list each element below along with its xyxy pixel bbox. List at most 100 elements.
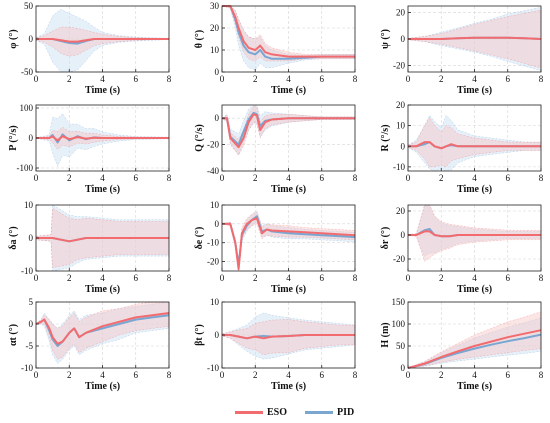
y-tick-label: 0 <box>29 34 34 44</box>
legend-line-eso <box>235 410 263 414</box>
subplot-10: 0 2 4 6 8 -10 -5 0 5 Time (s) αt (°) <box>8 297 172 392</box>
y-tick-label: 0 <box>215 219 220 229</box>
x-tick-label: 6 <box>506 273 511 283</box>
x-tick-label: 2 <box>439 370 444 380</box>
x-tick-label: 8 <box>353 74 358 84</box>
x-tick-label: 0 <box>406 370 411 380</box>
y-tick-label: 0 <box>401 230 406 240</box>
y-tick-label: -50 <box>21 67 33 77</box>
y-tick-label: 0 <box>215 113 220 123</box>
y-tick-label: 30 <box>210 1 220 11</box>
y-tick-label: 10 <box>210 297 220 307</box>
x-tick-label: 8 <box>539 173 544 183</box>
x-axis-label: Time (s) <box>85 184 120 195</box>
y-tick-label: 10 <box>210 200 220 210</box>
y-tick-label: 20 <box>396 206 406 216</box>
legend-line-pid <box>305 410 333 414</box>
x-tick-label: 8 <box>167 74 172 84</box>
x-tick-label: 2 <box>67 173 72 183</box>
x-tick-label: 6 <box>506 370 511 380</box>
x-axis-label: Time (s) <box>85 381 120 392</box>
x-tick-label: 2 <box>439 173 444 183</box>
x-tick-label: 0 <box>34 74 39 84</box>
y-axis-label: δa (°) <box>8 226 19 249</box>
legend-label-eso: ESO <box>267 406 288 418</box>
x-tick-label: 0 <box>406 173 411 183</box>
y-axis-label: δe (°) <box>194 227 205 250</box>
x-tick-label: 4 <box>100 74 105 84</box>
subplot-12: 0 2 4 6 8 0 50 100 150 Time (s) H (m) <box>380 297 544 392</box>
y-tick-label: -10 <box>21 266 33 276</box>
x-tick-label: 0 <box>220 173 225 183</box>
y-tick-label: 0 <box>401 141 406 151</box>
series-line-eso <box>222 334 355 340</box>
y-tick-label: 0 <box>215 67 220 77</box>
series-line-eso <box>36 38 169 43</box>
x-tick-label: 4 <box>472 273 477 283</box>
band-eso <box>407 311 542 369</box>
y-tick-label: 20 <box>396 8 406 18</box>
y-tick-label: -40 <box>207 166 219 176</box>
x-tick-label: 8 <box>353 273 358 283</box>
x-tick-label: 6 <box>134 370 139 380</box>
x-axis-label: Time (s) <box>271 284 306 295</box>
x-tick-label: 8 <box>539 370 544 380</box>
series-line-eso <box>36 135 169 142</box>
x-tick-label: 6 <box>506 74 511 84</box>
x-tick-label: 0 <box>220 370 225 380</box>
x-tick-label: 2 <box>67 370 72 380</box>
x-tick-label: 6 <box>134 173 139 183</box>
x-tick-label: 4 <box>286 74 291 84</box>
band-eso <box>407 204 542 262</box>
legend-item-eso: ESO <box>235 404 287 420</box>
x-tick-label: 4 <box>286 173 291 183</box>
y-axis-label: θ (°) <box>194 30 205 48</box>
y-axis-label: φ (°) <box>8 29 19 48</box>
subplot-5: 0 2 4 6 8 -40 -20 0 Time (s) Q (°/s) <box>194 104 358 195</box>
x-tick-label: 8 <box>353 370 358 380</box>
y-tick-label: 10 <box>210 45 220 55</box>
series-line-eso <box>222 5 355 58</box>
series-line-eso <box>407 329 542 369</box>
x-axis-label: Time (s) <box>457 85 492 96</box>
y-axis-label: δr (°) <box>380 227 391 250</box>
y-axis-label: P (°/s) <box>8 125 19 150</box>
x-axis-label: Time (s) <box>457 184 492 195</box>
x-tick-label: 2 <box>67 74 72 84</box>
x-tick-label: 0 <box>34 173 39 183</box>
subplot-8: 0 2 4 6 8 -20 -10 0 10 Time (s) δe (°) <box>194 200 358 295</box>
x-tick-label: 4 <box>286 273 291 283</box>
x-axis-label: Time (s) <box>85 85 120 96</box>
y-axis-label: Q (°/s) <box>194 124 205 152</box>
x-tick-label: 8 <box>353 173 358 183</box>
y-tick-label: -20 <box>207 140 219 150</box>
x-tick-label: 4 <box>100 273 105 283</box>
x-tick-label: 6 <box>134 273 139 283</box>
y-tick-label: -10 <box>393 162 405 172</box>
x-tick-label: 4 <box>100 173 105 183</box>
y-tick-label: -10 <box>21 363 33 373</box>
y-tick-label: 100 <box>20 103 34 113</box>
series-line-eso <box>36 237 169 243</box>
subplot-2: 0 2 4 6 8 0 10 20 30 Time (s) θ (°) <box>194 1 358 96</box>
y-tick-label: 0 <box>401 34 406 44</box>
x-tick-label: 0 <box>220 273 225 283</box>
x-tick-label: 0 <box>406 273 411 283</box>
y-tick-label: 100 <box>392 319 406 329</box>
x-tick-label: 4 <box>286 370 291 380</box>
y-axis-label: R (°/s) <box>380 124 391 151</box>
x-axis-label: Time (s) <box>271 381 306 392</box>
y-tick-label: 5 <box>29 297 34 307</box>
x-axis-label: Time (s) <box>457 381 492 392</box>
y-tick-label: 0 <box>29 133 34 143</box>
y-tick-label: 10 <box>24 200 34 210</box>
series-line-eso <box>408 230 541 238</box>
x-tick-label: 0 <box>34 273 39 283</box>
y-axis-label: ψ (°) <box>380 29 391 49</box>
y-tick-label: 50 <box>24 1 34 11</box>
